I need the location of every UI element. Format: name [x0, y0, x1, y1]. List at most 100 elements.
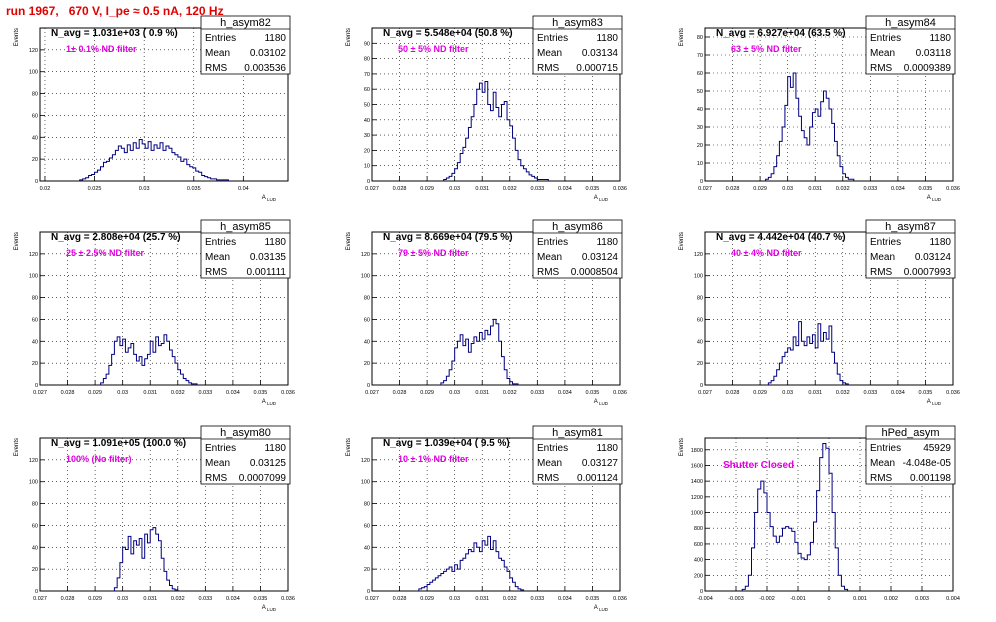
x-tick-label: 0.029 [420, 390, 434, 396]
stats-box [865, 15, 956, 75]
y-tick-label: 60 [32, 317, 38, 323]
y-tick-label: 120 [361, 458, 370, 464]
stats-label-rms: RMS [870, 473, 893, 484]
y-tick-label: 20 [32, 157, 38, 163]
stats-box [200, 15, 291, 75]
stats-label-mean: Mean [205, 252, 230, 263]
x-tick-label: 0.031 [475, 596, 489, 602]
histogram-panel-h_asym85: 0 20 40 60 80 100 120 0.027 0.028 0.029 0.03 0.031 0… [14, 219, 295, 406]
x-tick-label: -0.003 [728, 596, 744, 602]
y-tick-label: 120 [29, 48, 38, 54]
histogram-name: hPed_asym [881, 427, 939, 439]
stats-value-mean: 0.03102 [250, 48, 287, 59]
y-tick-label: 1800 [691, 448, 703, 454]
stats-label-entries: Entries [205, 443, 236, 454]
x-tick-label: 0.031 [475, 186, 489, 192]
stats-label-rms: RMS [870, 63, 893, 74]
x-tick-label: 0.031 [143, 390, 157, 396]
y-tick-label: 60 [364, 87, 370, 93]
x-tick-label: 0.029 [420, 596, 434, 602]
y-tick-label: 100 [29, 274, 38, 280]
histogram-line [440, 318, 519, 385]
filter-note: 79 ± 5% ND filter [398, 248, 469, 258]
x-axis-label: A LUD [594, 605, 609, 612]
y-tick-label: 100 [29, 70, 38, 76]
x-tick-label: 0.031 [143, 596, 157, 602]
x-tick-label: 0.028 [393, 596, 407, 602]
y-tick-label: 60 [32, 523, 38, 529]
x-tick-label: 0.032 [836, 390, 850, 396]
histogram-name: h_asym84 [885, 17, 936, 29]
stats-box [200, 219, 291, 279]
stats-box [865, 219, 956, 279]
x-axis-label: A LUD [927, 399, 942, 406]
x-tick-label: 0.033 [863, 186, 877, 192]
x-tick-label: 0.035 [254, 390, 268, 396]
stats-label-mean: Mean [870, 252, 895, 263]
y-tick-label: 0 [367, 383, 370, 389]
x-tick-label: 0.02 [40, 186, 51, 192]
y-tick-label: 80 [697, 296, 703, 302]
x-tick-label: 0.034 [891, 186, 905, 192]
x-tick-label: 0.034 [558, 186, 572, 192]
y-tick-label: 80 [32, 296, 38, 302]
x-tick-label: 0.036 [613, 186, 627, 192]
y-tick-label: 70 [697, 53, 703, 59]
n-avg-label: N_avg = 5.548e+04 (50.8 %) [383, 28, 513, 39]
x-tick-label: 0.035 [586, 186, 600, 192]
x-tick-label: 0.031 [808, 390, 822, 396]
histogram-panel-h_asym83: 0 10 20 30 40 50 60 70 80 90 0.027 0.028 0.029 0.03 0.… [346, 15, 627, 202]
y-tick-label: 100 [361, 480, 370, 486]
filter-note: 40 ± 4% ND filter [731, 248, 802, 258]
filter-note: 10 ± 1% ND filter [398, 454, 469, 464]
y-tick-label: 0 [367, 589, 370, 595]
x-tick-label: 0.028 [393, 186, 407, 192]
y-tick-label: 100 [361, 274, 370, 280]
filter-note: Shutter Closed [723, 460, 794, 471]
x-tick-label: 0.027 [33, 596, 47, 602]
histogram-panel-h_asym82: 0 20 40 60 80 100 120 0.02 0.025 0.03 0.035 0.04 Eve… [14, 15, 291, 202]
stats-value-rms: 0.0009389 [904, 63, 952, 74]
stats-label-entries: Entries [870, 237, 901, 248]
y-tick-label: 100 [694, 274, 703, 280]
y-tick-label: 10 [697, 161, 703, 167]
x-tick-label: 0.033 [530, 596, 544, 602]
stats-value-rms: 0.003536 [244, 63, 286, 74]
stats-label-mean: Mean [205, 458, 230, 469]
x-tick-label: 0.028 [61, 596, 75, 602]
stats-value-mean: 0.03124 [582, 252, 619, 263]
y-tick-label: 40 [32, 135, 38, 141]
x-axis-label: A LUD [262, 195, 277, 202]
stats-box [865, 425, 956, 485]
y-tick-label: 60 [364, 523, 370, 529]
stats-label-entries: Entries [537, 237, 568, 248]
stats-value-entries: 1180 [264, 237, 286, 248]
histogram-line [100, 334, 198, 385]
y-tick-label: 200 [694, 573, 703, 579]
stats-label-rms: RMS [205, 473, 228, 484]
filter-note: 25 ± 2.5% ND filter [66, 248, 144, 258]
x-tick-label: 0.033 [198, 390, 212, 396]
x-tick-label: 0.029 [88, 390, 102, 396]
stats-label-rms: RMS [537, 267, 560, 278]
y-tick-label: 20 [364, 148, 370, 154]
run-title: run 1967, 670 V, I_pe ≈ 0.5 nA, 120 Hz [6, 4, 224, 18]
n-avg-label: N_avg = 1.039e+04 ( 9.5 %) [383, 438, 510, 449]
filter-note: 100% (No filter) [66, 454, 132, 464]
y-tick-label: 120 [694, 252, 703, 258]
x-tick-label: 0.036 [946, 390, 960, 396]
x-axis-label: A LUD [594, 195, 609, 202]
x-tick-label: 0.035 [586, 596, 600, 602]
n-avg-label: N_avg = 1.091e+05 (100.0 %) [51, 438, 186, 449]
x-tick-label: 0.031 [475, 390, 489, 396]
histogram-name: h_asym80 [220, 427, 271, 439]
y-tick-label: 20 [697, 361, 703, 367]
x-tick-label: 0.027 [365, 390, 379, 396]
y-axis-label: Events [346, 438, 352, 456]
y-axis-label: Events [679, 28, 685, 46]
stats-box [200, 425, 291, 485]
filter-note: 50 ± 5% ND filter [398, 44, 469, 54]
stats-box [532, 425, 623, 485]
x-tick-label: 0.03 [117, 390, 128, 396]
stats-label-mean: Mean [870, 48, 895, 59]
